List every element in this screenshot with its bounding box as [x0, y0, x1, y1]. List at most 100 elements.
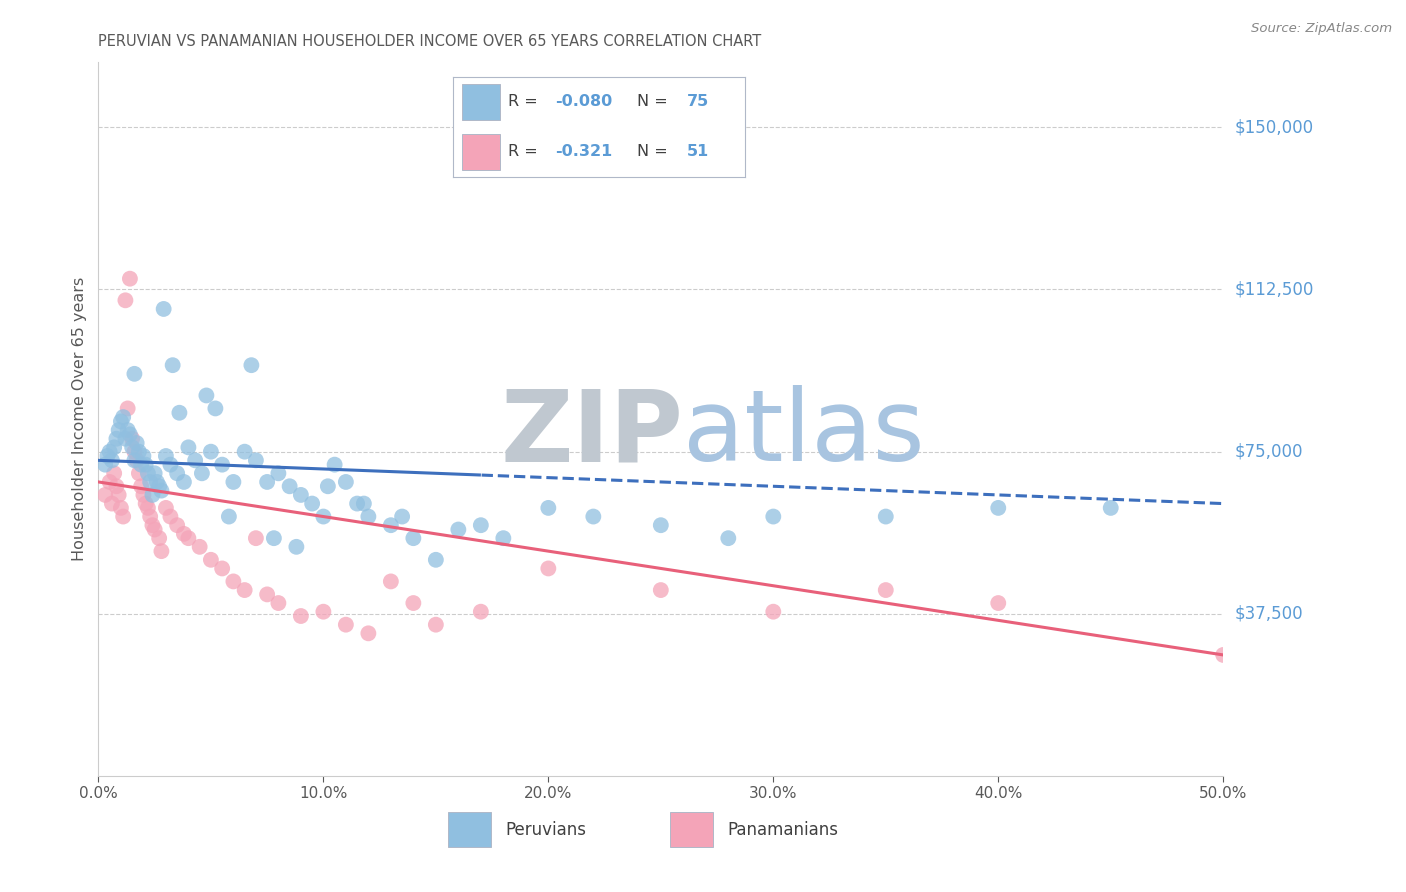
Point	[211, 561, 233, 575]
Point	[987, 500, 1010, 515]
Y-axis label: Householder Income Over 65 years: Householder Income Over 65 years	[72, 277, 87, 561]
Point	[1099, 500, 1122, 515]
Point	[240, 358, 263, 372]
Point	[128, 467, 150, 481]
Point	[762, 605, 785, 619]
Point	[150, 544, 173, 558]
Point	[582, 509, 605, 524]
Point	[650, 518, 672, 533]
Point	[267, 596, 290, 610]
Point	[103, 441, 125, 455]
Point	[98, 444, 121, 458]
Point	[650, 583, 672, 598]
Point	[114, 432, 136, 446]
Point	[135, 458, 157, 472]
Point	[537, 500, 560, 515]
Point	[447, 523, 470, 537]
Point	[150, 483, 173, 498]
Point	[105, 479, 128, 493]
Text: $112,500: $112,500	[1234, 280, 1313, 299]
Point	[125, 436, 148, 450]
Point	[148, 479, 170, 493]
Point	[101, 453, 124, 467]
Point	[166, 467, 188, 481]
Point	[312, 605, 335, 619]
Point	[191, 467, 214, 481]
Point	[162, 358, 184, 372]
Point	[218, 509, 240, 524]
Point	[177, 531, 200, 545]
Point	[143, 467, 166, 481]
Point	[188, 540, 211, 554]
Point	[110, 500, 132, 515]
Point	[537, 561, 560, 575]
Point	[357, 509, 380, 524]
Point	[391, 509, 413, 524]
Point	[267, 467, 290, 481]
Text: $75,000: $75,000	[1234, 442, 1303, 460]
Point	[125, 453, 148, 467]
Point	[335, 475, 357, 489]
Point	[1212, 648, 1234, 662]
Point	[112, 410, 135, 425]
Point	[117, 401, 139, 416]
Point	[110, 414, 132, 428]
Point	[256, 587, 278, 601]
Point	[492, 531, 515, 545]
Text: ZIP: ZIP	[501, 385, 683, 482]
Point	[195, 388, 218, 402]
Point	[263, 531, 285, 545]
Point	[148, 531, 170, 545]
Point	[173, 526, 195, 541]
Point	[124, 367, 146, 381]
Point	[402, 596, 425, 610]
Point	[402, 531, 425, 545]
Point	[124, 444, 146, 458]
Point	[875, 583, 897, 598]
Point	[121, 432, 143, 446]
Point	[233, 583, 256, 598]
Point	[143, 523, 166, 537]
Point	[233, 444, 256, 458]
Point	[118, 271, 141, 285]
Text: PERUVIAN VS PANAMANIAN HOUSEHOLDER INCOME OVER 65 YEARS CORRELATION CHART: PERUVIAN VS PANAMANIAN HOUSEHOLDER INCOM…	[98, 34, 762, 49]
Point	[136, 500, 159, 515]
Point	[256, 475, 278, 489]
Point	[96, 449, 118, 463]
Point	[470, 605, 492, 619]
Point	[141, 518, 163, 533]
Point	[312, 509, 335, 524]
Point	[159, 509, 181, 524]
Point	[222, 574, 245, 589]
Point	[290, 488, 312, 502]
Point	[94, 458, 117, 472]
Point	[211, 458, 233, 472]
Point	[301, 497, 323, 511]
Point	[103, 467, 125, 481]
Point	[380, 518, 402, 533]
Point	[323, 458, 346, 472]
Point	[357, 626, 380, 640]
Point	[177, 441, 200, 455]
Point	[204, 401, 226, 416]
Point	[346, 497, 368, 511]
Point	[425, 617, 447, 632]
Point	[136, 467, 159, 481]
Point	[135, 497, 157, 511]
Point	[94, 488, 117, 502]
Point	[470, 518, 492, 533]
Point	[316, 479, 339, 493]
Point	[139, 509, 162, 524]
Text: $150,000: $150,000	[1234, 119, 1313, 136]
Text: atlas: atlas	[683, 385, 925, 482]
Point	[101, 497, 124, 511]
Point	[425, 553, 447, 567]
Point	[124, 453, 146, 467]
Point	[353, 497, 375, 511]
Point	[159, 458, 181, 472]
Point	[139, 475, 162, 489]
Point	[105, 432, 128, 446]
Point	[335, 617, 357, 632]
Point	[762, 509, 785, 524]
Point	[173, 475, 195, 489]
